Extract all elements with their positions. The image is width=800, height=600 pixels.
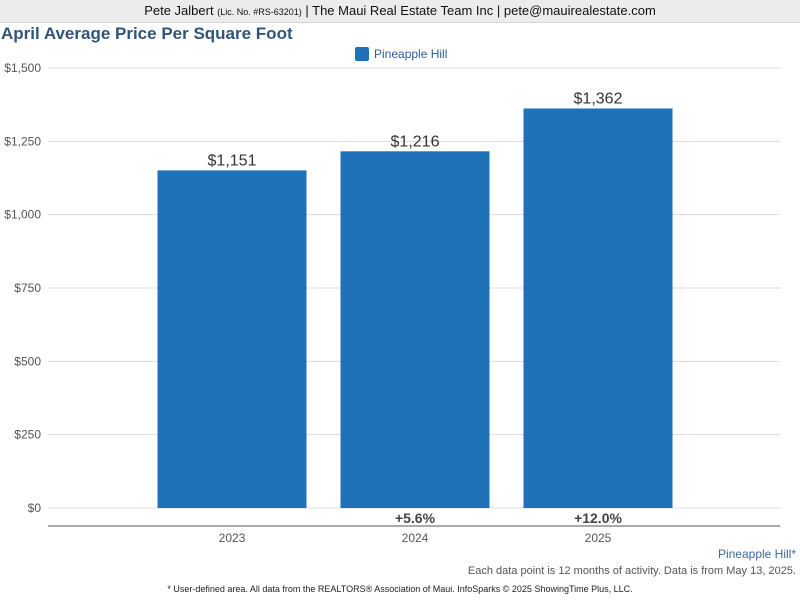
chart-title: April Average Price Per Square Foot (1, 24, 293, 43)
y-tick-label: $1,000 (4, 208, 41, 222)
bar-value-label: $1,362 (574, 90, 623, 107)
bar-chart: $0 $250 $500 $750 $1,000 $1,250 $1,500 $1,151 20… (4, 61, 780, 545)
y-tick-label: $1,500 (4, 61, 41, 75)
x-tick-label: 2024 (402, 531, 429, 545)
data-note: Each data point is 12 months of activity… (467, 565, 796, 577)
y-tick-label: $500 (14, 354, 41, 368)
y-tick-label: $1,250 (4, 134, 41, 148)
bar-value-label: $1,216 (391, 133, 440, 150)
percent-change-label: +5.6% (395, 510, 436, 526)
license-number: (Lic. No. #RS-63201) (217, 7, 302, 17)
legend-series-label: Pineapple Hill (374, 47, 448, 61)
x-tick-label: 2025 (585, 531, 612, 545)
footer-disclaimer: * User-defined area. All data from the R… (167, 584, 633, 594)
chart-legend[interactable]: Pineapple Hill (355, 45, 447, 63)
agent-header-bar: Pete Jalbert (Lic. No. #RS-63201) | The … (0, 0, 800, 23)
y-tick-label: $750 (14, 281, 41, 295)
x-tick-label: 2023 (219, 531, 246, 545)
bar (340, 151, 490, 508)
y-tick-label: $250 (14, 428, 41, 442)
percent-change-label: +12.0% (574, 510, 622, 526)
bar (157, 170, 307, 508)
agent-name: Pete Jalbert (144, 3, 214, 18)
bar-value-label: $1,151 (208, 152, 257, 169)
y-tick-label: $0 (28, 501, 42, 515)
company-and-email: | The Maui Real Estate Team Inc | pete@m… (305, 3, 656, 18)
bar (523, 108, 673, 508)
area-label: Pineapple Hill* (717, 547, 796, 561)
legend-swatch (355, 47, 369, 61)
